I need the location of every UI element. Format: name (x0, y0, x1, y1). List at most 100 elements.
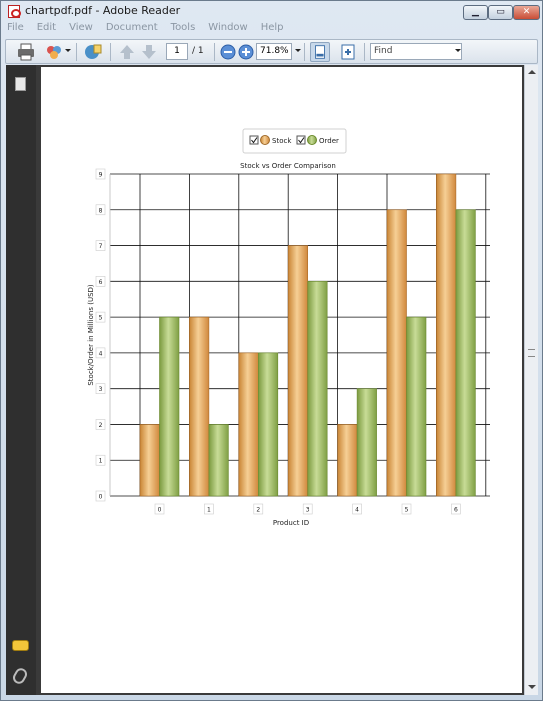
y-tick-box (95, 276, 106, 287)
bar-order-2 (258, 352, 279, 497)
menu-edit[interactable]: Edit (36, 22, 57, 33)
x-tick-label: 5 (405, 507, 409, 514)
x-tick-box (302, 503, 313, 515)
find-input[interactable]: Find (370, 43, 462, 60)
previous-page-icon[interactable] (117, 42, 137, 62)
menu-bar: File Edit View Document Tools Window Hel… (7, 22, 284, 38)
comments-icon[interactable] (12, 640, 29, 651)
y-tick-label: 2 (99, 422, 103, 429)
scroll-mode-icon[interactable] (310, 42, 330, 62)
y-tick-box (95, 347, 106, 359)
y-axis-label: Stock/Order in Millions (USD) (87, 284, 95, 386)
pdf-app-icon (8, 5, 21, 18)
toolbar: 1 / 1 71.8% Find (5, 39, 538, 64)
zoom-out-icon[interactable] (218, 42, 238, 62)
x-tick-label: 3 (306, 507, 310, 514)
chart-legend: Stock Order (242, 128, 347, 154)
collaborate-icon[interactable] (44, 42, 64, 62)
zoom-in-icon[interactable] (236, 42, 256, 62)
fit-page-icon[interactable] (338, 42, 358, 62)
y-tick-box (95, 240, 106, 251)
next-page-icon[interactable] (139, 42, 159, 62)
share-icon[interactable] (83, 42, 103, 62)
x-tick-box (451, 503, 461, 515)
window-title: chartpdf.pdf - Adobe Reader (25, 4, 181, 17)
print-icon[interactable] (16, 42, 36, 62)
legend-stock-label: Stock (272, 137, 292, 145)
y-tick-label: 4 (99, 350, 103, 357)
x-tick-box (154, 503, 165, 515)
scroll-up-arrow-icon[interactable] (528, 70, 536, 74)
y-tick-label: 6 (99, 279, 103, 286)
y-tick-label: 1 (99, 458, 103, 465)
y-tick-box (95, 311, 106, 323)
find-dropdown-icon[interactable] (455, 49, 461, 52)
bar-chart: Stock Order Stock vs Order Comparison Pr… (87, 128, 490, 527)
page-number-input[interactable]: 1 (166, 43, 188, 60)
menu-help[interactable]: Help (260, 22, 284, 33)
navigation-pane (6, 65, 36, 695)
x-tick-label: 6 (454, 507, 458, 514)
x-tick-label: 4 (355, 507, 359, 514)
y-tick-box (95, 454, 106, 466)
bar-stock-4 (337, 424, 358, 497)
y-tick-box (95, 168, 106, 180)
x-tick-label: 1 (207, 507, 211, 514)
maximize-button[interactable]: ▭ (488, 5, 513, 20)
y-tick-label: 8 (99, 207, 103, 214)
scroll-down-arrow-icon[interactable] (528, 685, 536, 689)
menu-window[interactable]: Window (208, 22, 248, 33)
bar-order-5 (406, 316, 427, 497)
y-tick-box (95, 419, 106, 430)
zoom-dropdown-icon[interactable] (295, 49, 301, 52)
stock-check-icon (251, 137, 258, 144)
bar-order-1 (208, 424, 229, 497)
y-tick-box (95, 204, 106, 216)
x-tick-box (352, 503, 362, 515)
close-button[interactable]: ✕ (513, 5, 540, 20)
x-tick-label: 0 (158, 507, 162, 514)
y-tick-box (95, 490, 106, 502)
minimize-button[interactable]: ▁ (463, 5, 488, 20)
y-tick-label: 9 (99, 172, 103, 179)
order-checkbox[interactable] (296, 135, 306, 145)
x-tick-box (253, 503, 264, 515)
pages-panel-icon[interactable] (15, 77, 26, 91)
zoom-level-input[interactable]: 71.8% (256, 43, 292, 60)
bar-order-6 (455, 209, 476, 497)
x-tick-box (401, 503, 412, 515)
stock-checkbox[interactable] (249, 135, 259, 145)
y-tick-box (95, 383, 106, 394)
title-bar: chartpdf.pdf - Adobe Reader ▁ ▭ ✕ (1, 1, 542, 21)
y-tick-label: 0 (99, 494, 103, 501)
bar-stock-5 (386, 209, 407, 497)
x-tick-box (204, 503, 214, 515)
bar-stock-6 (436, 173, 457, 497)
y-tick-label: 7 (99, 243, 103, 250)
attachments-icon[interactable] (10, 666, 30, 686)
stock-legend-swatch (260, 135, 270, 145)
menu-document[interactable]: Document (105, 22, 158, 33)
page-total: / 1 (192, 46, 204, 56)
menu-file[interactable]: File (7, 22, 24, 33)
menu-view[interactable]: View (69, 22, 93, 33)
x-tick-label: 2 (256, 507, 260, 514)
chart-title: Stock vs Order Comparison (240, 162, 336, 170)
x-axis-label: Product ID (273, 519, 309, 527)
bar-stock-1 (189, 316, 210, 497)
y-tick-label: 5 (99, 315, 103, 322)
collaborate-dropdown-icon[interactable] (65, 49, 71, 52)
y-tick-label: 3 (99, 386, 103, 393)
order-legend-swatch (307, 135, 317, 145)
vertical-scrollbar[interactable] (524, 65, 538, 695)
order-check-icon (298, 137, 305, 144)
bar-stock-0 (139, 424, 160, 497)
bar-stock-2 (238, 352, 259, 497)
bar-stock-3 (287, 245, 308, 497)
bar-order-3 (307, 281, 328, 497)
menu-tools[interactable]: Tools (170, 22, 196, 33)
scroll-thumb[interactable] (528, 349, 535, 357)
bar-order-4 (356, 388, 377, 497)
legend-order-label: Order (319, 137, 339, 145)
